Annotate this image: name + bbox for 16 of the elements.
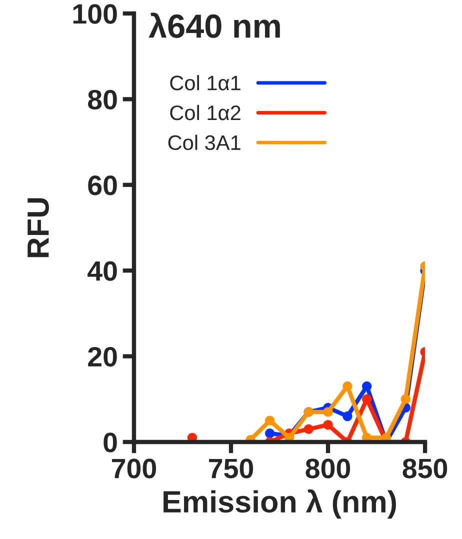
x-tick-label: 850 — [402, 458, 448, 478]
legend-label: Col 3A1 — [168, 134, 240, 150]
chart-title: λ640 nm — [148, 12, 280, 38]
x-tick-label: 800 — [306, 458, 350, 478]
y-tick-label: 0 — [104, 432, 117, 452]
x-tick-label: 700 — [112, 458, 156, 478]
y-tick-label: 20 — [88, 346, 117, 367]
y-axis-title: RFU — [28, 198, 49, 258]
y-tick-label: 40 — [88, 261, 117, 281]
x-tick-label: 750 — [209, 458, 254, 478]
legend-label: Col 1α1 — [170, 75, 240, 90]
y-tick-label: 100 — [73, 4, 117, 24]
x-axis-title: Emission λ (nm) — [164, 489, 396, 519]
legend-label: Col 1α2 — [170, 104, 240, 120]
y-tick-label: 80 — [88, 90, 117, 110]
y-tick-label: 60 — [88, 176, 117, 196]
